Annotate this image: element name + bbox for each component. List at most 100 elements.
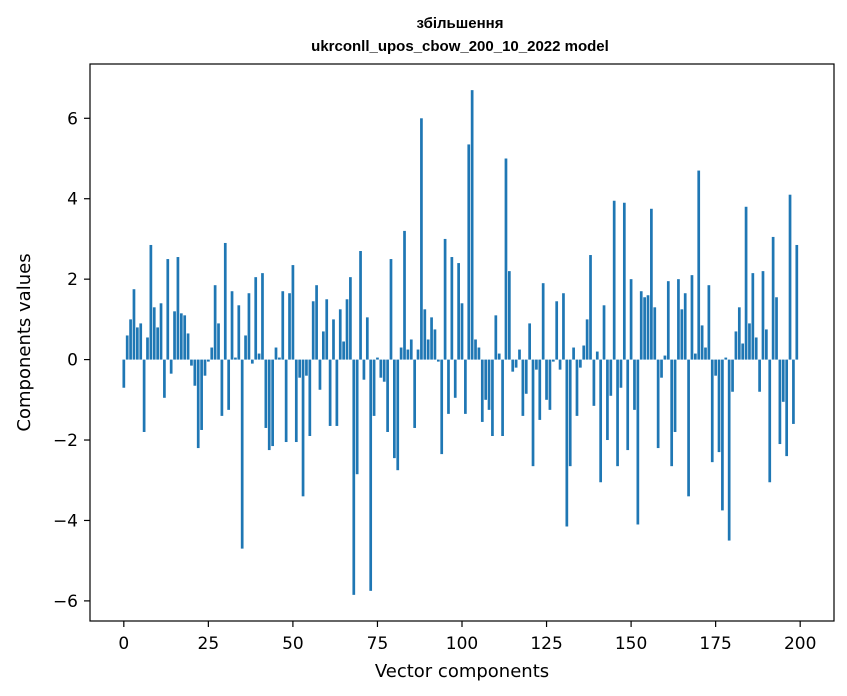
bar [775,297,778,360]
bar [315,285,318,360]
bar [278,357,281,360]
bar [497,353,501,360]
bar [480,359,484,422]
bar [261,273,264,360]
bar [426,339,430,360]
bar [156,327,159,360]
bar [237,305,241,360]
bar [352,359,356,595]
bar [308,359,312,436]
bar [677,279,680,360]
bar [240,359,244,549]
bar [639,291,643,360]
x-tick-label: 100 [446,634,478,654]
x-tick-label: 0 [118,634,129,654]
bar [139,323,143,360]
bar [612,200,616,360]
bar [122,359,126,388]
x-tick-label: 150 [615,634,647,654]
bar [656,359,660,449]
bar [788,194,792,360]
bar [173,311,176,360]
bar [754,337,758,360]
bar [389,259,393,360]
bar [758,359,761,392]
y-tick-label: 2 [67,270,78,290]
bar [250,359,254,364]
bar [606,359,609,441]
bar [264,359,268,428]
bar [771,236,775,360]
bar [690,275,694,360]
bar [744,206,748,360]
bar [399,347,403,360]
bar [220,359,224,416]
bar [163,359,166,398]
plot-frame [89,63,835,622]
bar [670,359,674,467]
bar [159,303,163,360]
bar [298,359,302,378]
bar [582,345,586,360]
bar [213,285,217,360]
chart-subtitle: ukrconll_upos_cbow_200_10_2022 model [311,38,609,55]
bar [693,353,697,360]
bar [271,359,274,447]
y-tick-label: 6 [67,109,78,129]
bar [200,359,203,430]
bar [301,359,305,497]
bar [169,359,173,374]
bar [731,359,734,392]
bar [524,359,528,394]
bar [332,319,335,360]
x-axis-label: Vector components [375,661,549,682]
x-tick-label: 125 [530,634,562,654]
bar [464,359,467,414]
bar [342,341,345,360]
bar [633,359,636,410]
bar [727,359,731,541]
bar [305,359,308,376]
bar [230,291,234,360]
bar [254,277,258,360]
bar [223,242,227,360]
bar [792,359,795,424]
bar [504,158,508,360]
bar [294,359,298,443]
bar [710,359,714,463]
bar [450,257,454,360]
bar [568,359,572,467]
bar [447,359,450,414]
bar [436,359,440,362]
bar [281,291,285,360]
bar [558,359,562,370]
bar [325,299,329,360]
bar [453,359,457,398]
bar [409,339,413,360]
bar [234,357,237,360]
bars-group [122,90,799,595]
bar [267,359,271,451]
x-tick-label: 200 [784,634,816,654]
bar [291,265,295,360]
bar [125,335,129,360]
y-axis-ticks: −6 −4 −2 0 2 4 6 [53,109,90,612]
bar [683,293,687,360]
bar [680,309,684,360]
x-axis-ticks: 0 25 50 75 100 125 150 175 200 [118,621,816,654]
bar [386,359,389,432]
bar [403,230,406,360]
bar [589,255,592,360]
bar [795,244,799,360]
bar [176,257,180,360]
bar [186,333,190,360]
bar [781,359,785,402]
x-tick-label: 25 [198,634,220,654]
bar [413,359,417,428]
bar [551,359,555,362]
bar [535,359,538,370]
bar [765,329,768,360]
bar [129,319,132,360]
bar [318,359,322,390]
